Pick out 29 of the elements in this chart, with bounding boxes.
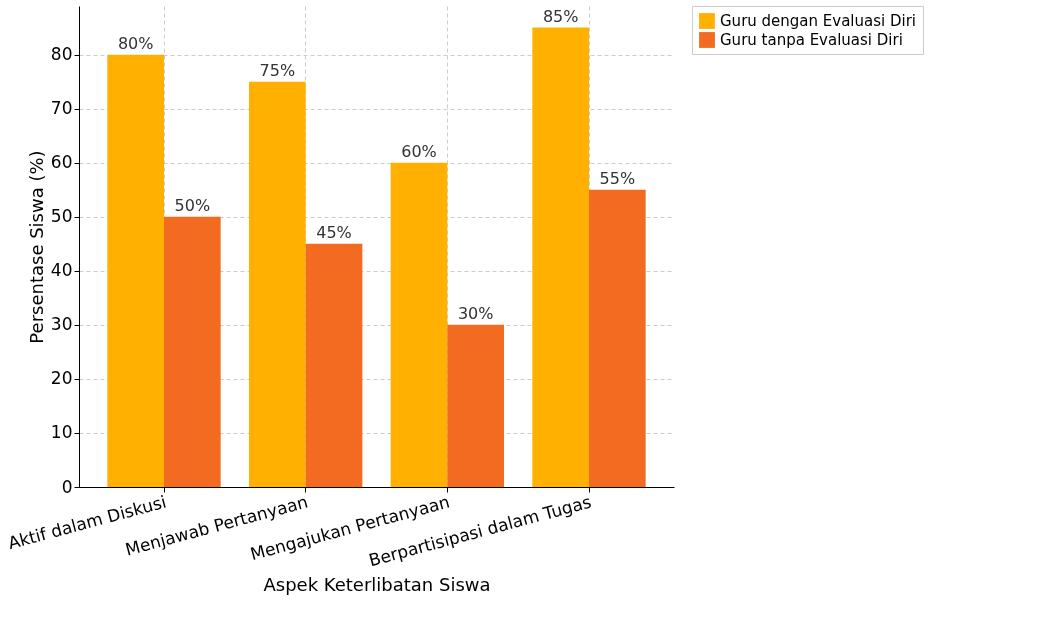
y-tick-label: 60	[50, 152, 73, 173]
y-tick-label: 50	[50, 206, 73, 227]
data-label: 85%	[542, 6, 579, 26]
bar	[447, 324, 504, 487]
data-label: 75%	[259, 60, 296, 80]
bar	[589, 189, 646, 487]
data-label: 80%	[117, 33, 154, 53]
y-tick-label: 20	[50, 368, 73, 389]
data-label: 60%	[401, 141, 437, 161]
y-axis-title: Persentase Siswa (%)	[25, 150, 47, 344]
bar	[532, 27, 589, 487]
bar	[249, 81, 306, 487]
bar	[164, 216, 221, 487]
data-label: 30%	[457, 303, 494, 323]
bar	[390, 162, 448, 487]
y-tick-label: 70	[50, 98, 73, 119]
data-label: 55%	[599, 168, 636, 188]
data-label: 50%	[174, 195, 211, 215]
data-label: 45%	[316, 222, 352, 242]
y-tick-label: 30	[50, 314, 73, 335]
x-axis-title: Aspek Keterlibatan Siswa	[263, 574, 491, 596]
legend-label: Guru tanpa Evaluasi Diri	[720, 31, 903, 49]
y-tick-label: 80	[50, 44, 73, 65]
y-tick-label: 0	[61, 476, 73, 497]
bar	[107, 54, 164, 487]
legend-label: Guru dengan Evaluasi Diri	[720, 12, 917, 30]
y-tick-label: 40	[50, 260, 73, 281]
bar	[305, 243, 363, 487]
y-tick-label: 10	[50, 422, 73, 443]
